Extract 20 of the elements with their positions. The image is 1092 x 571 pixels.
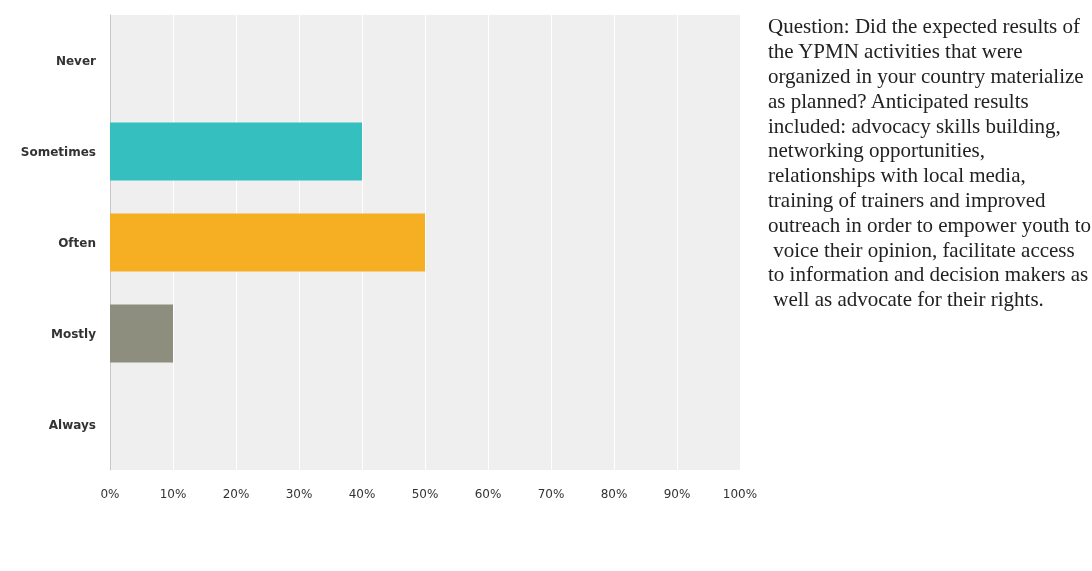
x-tick-label: 30% bbox=[285, 487, 313, 501]
x-tick-label: 80% bbox=[600, 487, 628, 501]
y-tick-label: Never bbox=[55, 53, 97, 68]
bar bbox=[110, 122, 362, 181]
x-tick-label: 0% bbox=[100, 487, 120, 501]
y-tick-label: Always bbox=[48, 417, 96, 432]
x-tick-label: 40% bbox=[348, 487, 376, 501]
x-tick-label: 50% bbox=[411, 487, 439, 501]
x-tick-label: 20% bbox=[222, 487, 250, 501]
bar bbox=[110, 213, 425, 272]
x-tick-label: 10% bbox=[159, 487, 187, 501]
bar bbox=[110, 304, 173, 363]
x-tick-label: 90% bbox=[663, 487, 691, 501]
x-tick-label: 70% bbox=[537, 487, 565, 501]
x-tick-label: 100% bbox=[722, 487, 758, 501]
y-tick-label: Sometimes bbox=[20, 144, 96, 159]
x-tick-label: 60% bbox=[474, 487, 502, 501]
y-tick-label: Mostly bbox=[51, 326, 97, 341]
y-tick-label: Often bbox=[58, 235, 96, 250]
text: Question: Did the expected results of the YPMN activities that were organized in your country materialize as planned? Anticipated results included: advocacy skills building, networking opportunities, relationships with local media, training of trainers and improved outreach in order to empower youth to voice their opinion, facilitate access to information and decision makers as well as advocate for their rights. bbox=[768, 14, 1092, 312]
